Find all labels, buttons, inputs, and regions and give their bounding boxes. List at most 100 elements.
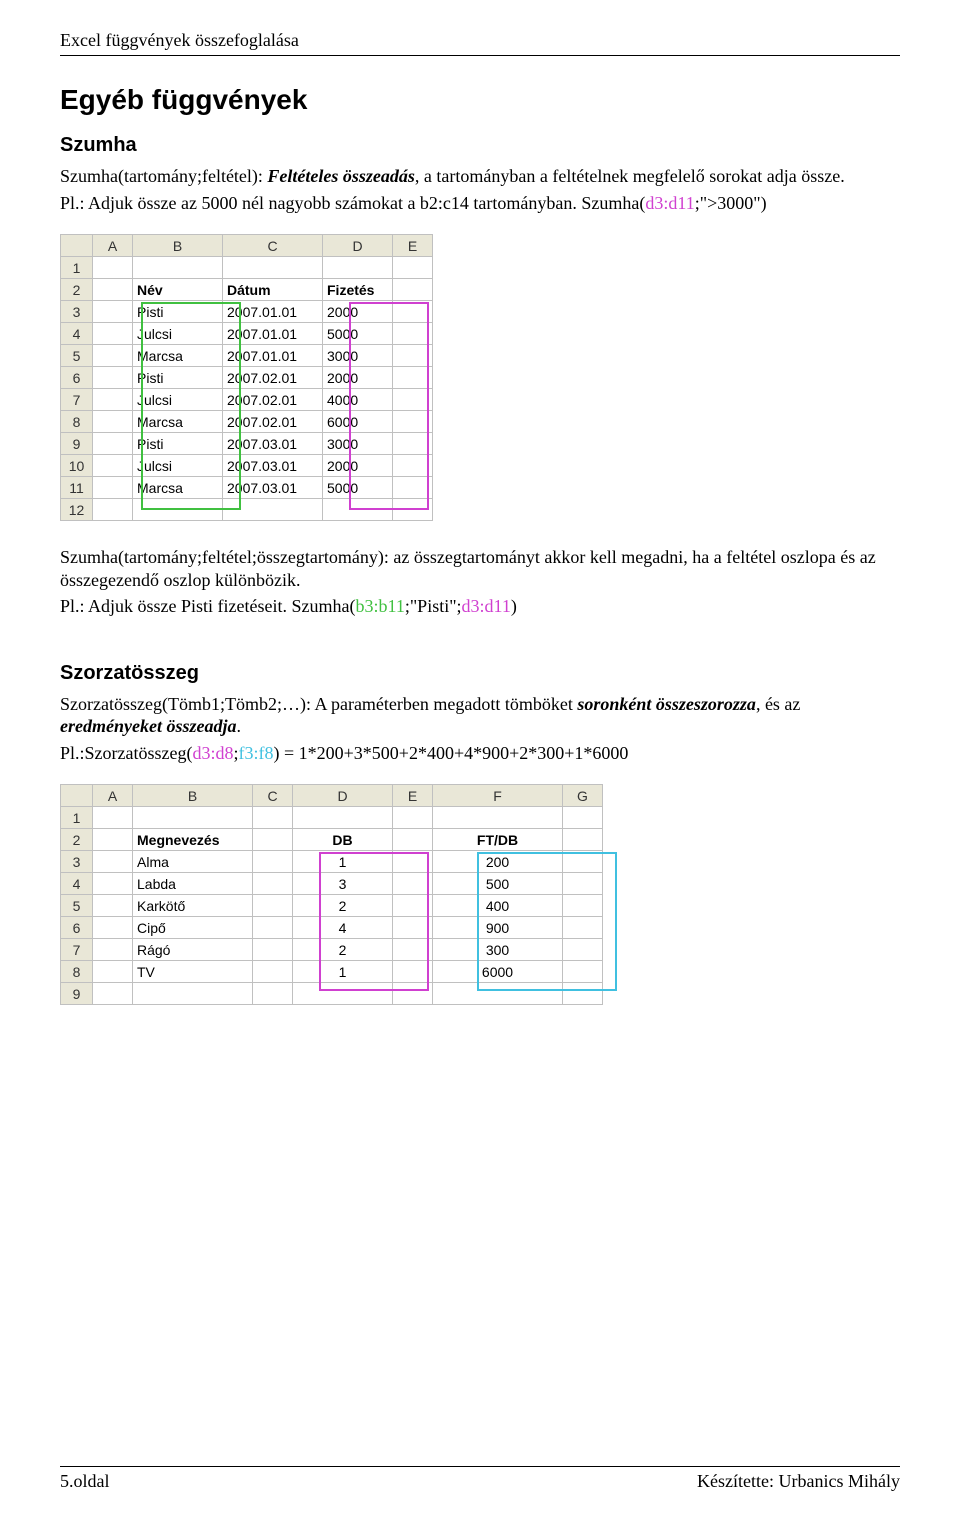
cell	[93, 851, 133, 873]
cell: 1	[293, 961, 393, 983]
cell	[133, 807, 253, 829]
cell	[393, 323, 433, 345]
sheet-corner	[61, 785, 93, 807]
cell	[563, 895, 603, 917]
row-header: 9	[61, 433, 93, 455]
cell: 2007.01.01	[223, 323, 323, 345]
cell	[93, 257, 133, 279]
cell	[93, 455, 133, 477]
cell	[93, 895, 133, 917]
cell: 500	[433, 873, 563, 895]
row-header: 6	[61, 367, 93, 389]
cell	[223, 499, 323, 521]
cell	[393, 455, 433, 477]
szumha-p4: Pl.: Adjuk össze Pisti fizetéseit. Szumh…	[60, 595, 900, 618]
cell	[253, 983, 293, 1005]
cell	[93, 411, 133, 433]
cell: Fizetés	[323, 279, 393, 301]
column-header: E	[393, 785, 433, 807]
cell: 2007.03.01	[223, 433, 323, 455]
cell	[323, 257, 393, 279]
column-header: F	[433, 785, 563, 807]
cell: Alma	[133, 851, 253, 873]
section-heading-egyeb: Egyéb függvények	[60, 84, 900, 116]
cell	[93, 939, 133, 961]
cell: Rágó	[133, 939, 253, 961]
row-header: 3	[61, 851, 93, 873]
cell	[393, 983, 433, 1005]
cell: 1	[293, 851, 393, 873]
spreadsheet-table-1: ABCDE12NévDátumFizetés3Pisti2007.01.0120…	[60, 234, 433, 526]
cell: 3000	[323, 345, 393, 367]
emphasis: soronként összeszorozza	[577, 694, 756, 714]
cell	[563, 851, 603, 873]
cell: Marcsa	[133, 345, 223, 367]
cell	[133, 499, 223, 521]
cell-ref: b3:b11	[355, 596, 404, 616]
cell	[93, 367, 133, 389]
row-header: 10	[61, 455, 93, 477]
column-header: C	[253, 785, 293, 807]
row-header: 9	[61, 983, 93, 1005]
cell: FT/DB	[433, 829, 563, 851]
text: Szumha(tartomány;feltétel):	[60, 166, 267, 186]
cell: 3	[293, 873, 393, 895]
row-header: 5	[61, 345, 93, 367]
cell: Marcsa	[133, 477, 223, 499]
cell	[393, 851, 433, 873]
cell	[393, 345, 433, 367]
cell-ref: f3:f8	[239, 743, 274, 763]
cell	[563, 939, 603, 961]
row-header: 3	[61, 301, 93, 323]
row-header: 4	[61, 323, 93, 345]
cell	[393, 279, 433, 301]
cell	[393, 499, 433, 521]
cell: 2000	[323, 455, 393, 477]
cell: 4000	[323, 389, 393, 411]
row-header: 7	[61, 389, 93, 411]
cell: 200	[433, 851, 563, 873]
cell	[293, 807, 393, 829]
row-header: 6	[61, 917, 93, 939]
szorzat-p1: Szorzatösszeg(Tömb1;Tömb2;…): A paraméte…	[60, 693, 900, 738]
cell	[393, 257, 433, 279]
cell	[223, 257, 323, 279]
cell: 300	[433, 939, 563, 961]
cell: Julcsi	[133, 389, 223, 411]
cell: Pisti	[133, 433, 223, 455]
cell: 5000	[323, 323, 393, 345]
emphasis: eredményeket összeadja	[60, 716, 236, 736]
column-header: A	[93, 235, 133, 257]
cell: 3000	[323, 433, 393, 455]
cell: 5000	[323, 477, 393, 499]
column-header: C	[223, 235, 323, 257]
cell	[93, 301, 133, 323]
cell: Pisti	[133, 367, 223, 389]
cell	[393, 829, 433, 851]
cell: 4	[293, 917, 393, 939]
cell	[393, 301, 433, 323]
cell: 2007.01.01	[223, 345, 323, 367]
cell	[133, 257, 223, 279]
text: Pl.: Adjuk össze az 5000 nél nagyobb szá…	[60, 193, 645, 213]
cell: Név	[133, 279, 223, 301]
footer-page-number: 5.oldal	[60, 1471, 110, 1492]
cell	[563, 807, 603, 829]
column-header: E	[393, 235, 433, 257]
cell	[93, 389, 133, 411]
text: ) = 1*200+3*500+2*400+4*900+2*300+1*6000	[274, 743, 629, 763]
cell	[393, 939, 433, 961]
cell	[93, 499, 133, 521]
row-header: 7	[61, 939, 93, 961]
row-header: 2	[61, 829, 93, 851]
column-header: D	[293, 785, 393, 807]
cell	[393, 433, 433, 455]
text: Pl.: Adjuk össze Pisti fizetéseit. Szumh…	[60, 596, 355, 616]
cell	[393, 917, 433, 939]
cell	[433, 807, 563, 829]
cell: 2007.01.01	[223, 301, 323, 323]
column-header: B	[133, 785, 253, 807]
cell	[93, 983, 133, 1005]
szumha-p3: Szumha(tartomány;feltétel;összegtartomán…	[60, 546, 900, 591]
cell	[393, 389, 433, 411]
